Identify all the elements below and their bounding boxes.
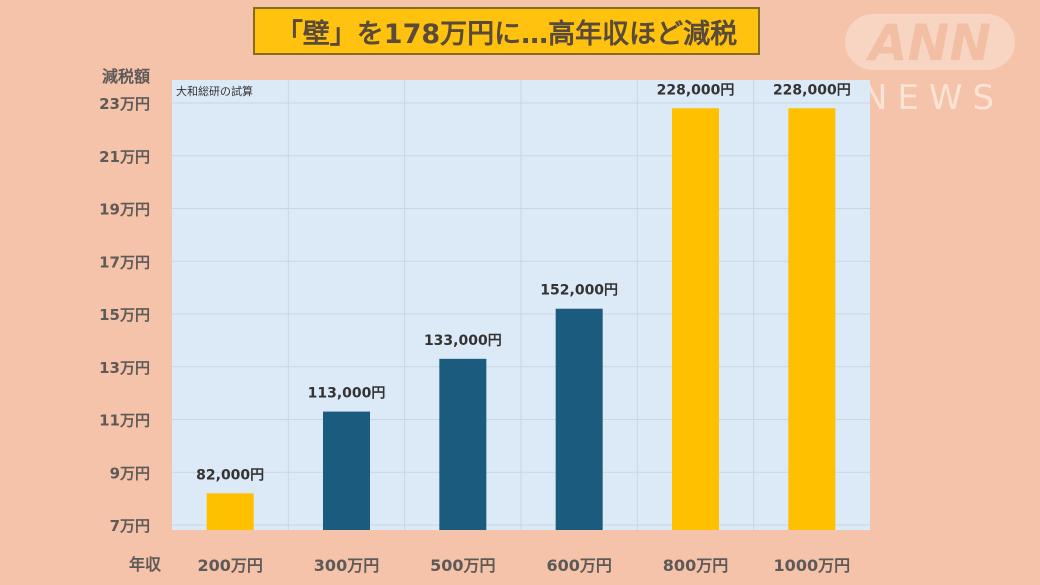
chart-title: 「壁」を178万円に…高年収ほど減税 bbox=[253, 7, 760, 55]
source-note: 大和総研の試算 bbox=[176, 84, 253, 98]
y-tick-label: 21万円 bbox=[99, 148, 150, 166]
x-tick-label: 500万円 bbox=[430, 556, 495, 575]
y-tick-label: 17万円 bbox=[99, 253, 150, 271]
ann-news-logo: ANN NEWS bbox=[845, 14, 1015, 112]
x-tick-label: 600万円 bbox=[546, 556, 611, 575]
bar bbox=[672, 108, 719, 531]
y-tick-label: 11万円 bbox=[99, 412, 150, 430]
x-tick-label: 300万円 bbox=[314, 556, 379, 575]
bar bbox=[788, 108, 836, 531]
x-tick-label: 800万円 bbox=[663, 556, 728, 575]
data-label: 133,000円 bbox=[424, 333, 502, 349]
svg-text:ANN: ANN bbox=[865, 14, 991, 72]
y-tick-label: 13万円 bbox=[99, 359, 150, 377]
bar bbox=[206, 493, 254, 530]
data-label: 228,000円 bbox=[657, 82, 735, 98]
x-tick-label: 200万円 bbox=[197, 556, 262, 575]
bar bbox=[555, 308, 603, 530]
bar bbox=[439, 358, 487, 530]
x-axis-label: 年収 bbox=[129, 555, 162, 574]
y-tick-label: 15万円 bbox=[99, 306, 150, 324]
svg-text:NEWS: NEWS bbox=[862, 78, 1004, 112]
x-tick-label: 1000万円 bbox=[774, 556, 851, 575]
y-tick-label: 7万円 bbox=[110, 517, 150, 535]
y-tick-label: 19万円 bbox=[99, 201, 150, 219]
data-label: 152,000円 bbox=[540, 283, 618, 299]
y-tick-label: 9万円 bbox=[110, 464, 150, 482]
y-axis-label: 減税額 bbox=[102, 67, 150, 86]
bar bbox=[323, 411, 370, 530]
y-tick-label: 23万円 bbox=[99, 95, 150, 113]
data-label: 228,000円 bbox=[773, 82, 851, 98]
gridlines bbox=[172, 80, 870, 530]
data-label: 113,000円 bbox=[308, 386, 386, 402]
data-label: 82,000円 bbox=[196, 467, 264, 483]
